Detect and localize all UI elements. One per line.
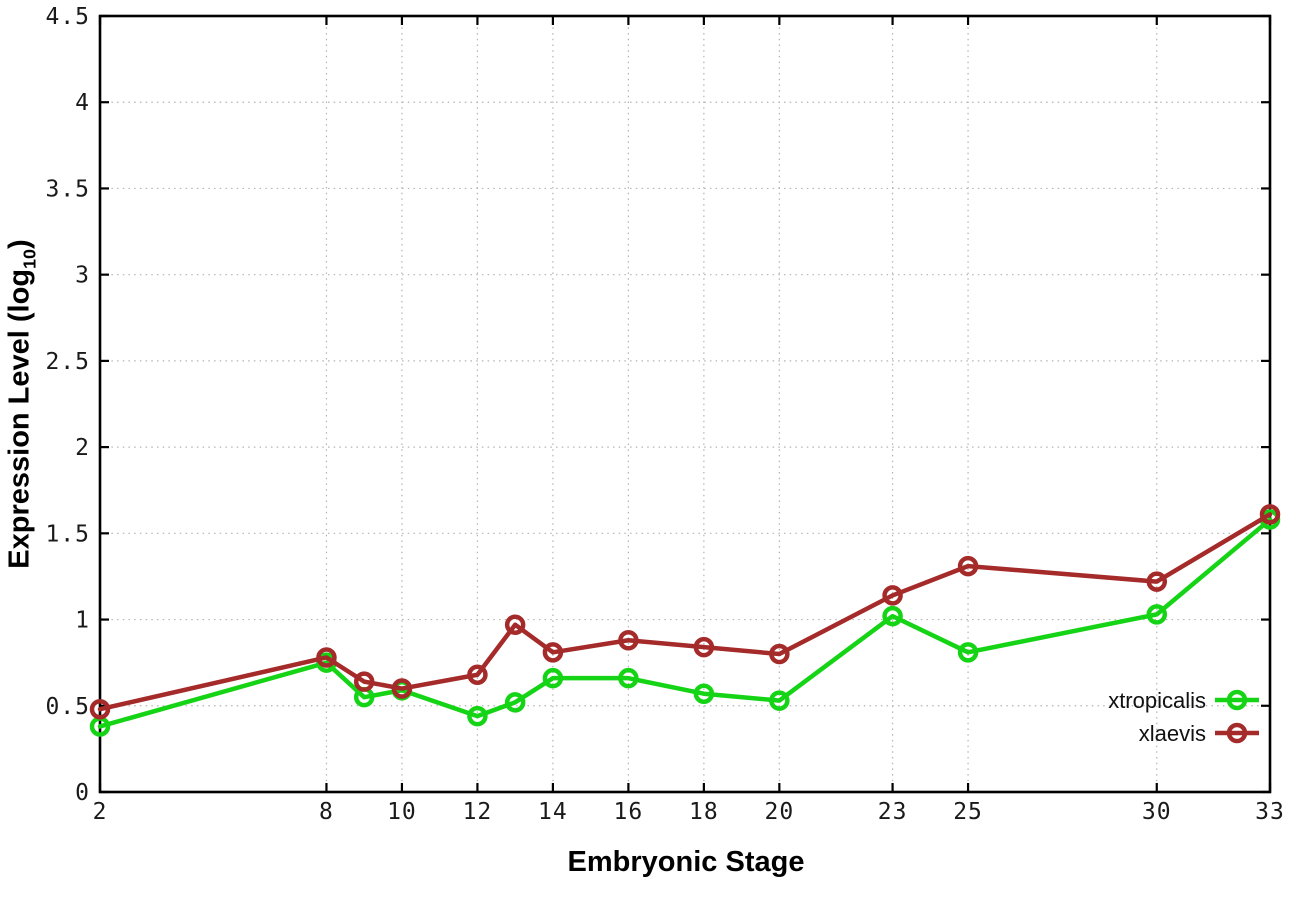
legend-sample-marker-xlaevis (1226, 722, 1248, 744)
series-xlaevis-point-14 (542, 642, 564, 663)
x-tick-label-23: 23 (878, 799, 908, 825)
series-xlaevis-point-13 (504, 614, 526, 635)
x-tick-label-8: 8 (319, 799, 334, 825)
x-tick-label-14: 14 (538, 799, 568, 825)
y-tick-label-0: 0 (75, 780, 90, 806)
x-tick-label-10: 10 (387, 799, 417, 825)
legend-label-xtropicalis: xtropicalis (1108, 688, 1206, 713)
y-tick-label-4.5: 4.5 (45, 4, 90, 30)
x-tick-label-20: 20 (765, 799, 795, 825)
y-tick-label-3.5: 3.5 (45, 176, 90, 202)
series-xlaevis-point-8 (316, 647, 337, 668)
y-axis-title-text: Expression Level (log (3, 268, 36, 569)
x-tick-label-25: 25 (953, 799, 983, 825)
y-tick-label-2.5: 2.5 (45, 349, 90, 375)
x-tick-label-2: 2 (93, 799, 108, 825)
x-tick-label-12: 12 (463, 799, 493, 825)
series-xlaevis-point-33 (1259, 504, 1281, 525)
series-xtropicalis-line (97, 517, 1273, 729)
y-tick-label-2: 2 (75, 435, 90, 461)
series-xlaevis-point-16 (618, 629, 639, 651)
y-axis-title: Expression Level (log10) (4, 239, 41, 568)
x-tick-label-18: 18 (689, 799, 719, 825)
series-xtropicalis-point-18 (693, 683, 715, 704)
series-xlaevis-point-18 (693, 636, 715, 658)
y-tick-label-1.5: 1.5 (45, 521, 90, 547)
series-xtropicalis-point-30 (1146, 604, 1168, 625)
series-xlaevis-point-30 (1146, 571, 1168, 592)
series-xtropicalis-point-14 (542, 667, 564, 689)
series-xtropicalis-point-20 (769, 690, 790, 711)
plot-border (98, 14, 1272, 794)
series-xtropicalis-point-16 (618, 667, 639, 689)
series-xlaevis-point-10 (391, 678, 413, 699)
series-xlaevis-point-9 (353, 671, 375, 692)
series-xlaevis-line (97, 512, 1273, 712)
series-xtropicalis-point-25 (957, 642, 979, 663)
series-xtropicalis-point-23 (882, 605, 903, 627)
legend-sample-marker-xtropicalis (1226, 689, 1248, 711)
y-tick-label-3: 3 (75, 263, 90, 289)
y-tick-label-4: 4 (75, 90, 90, 116)
x-tick-label-33: 33 (1255, 799, 1285, 825)
series-xlaevis-point-2 (89, 698, 111, 720)
series-xlaevis-point-23 (882, 585, 903, 606)
x-axis-title: Embryonic Stage (567, 846, 805, 878)
y-axis-title-suffix: ) (3, 239, 36, 249)
x-tick-label-16: 16 (614, 799, 644, 825)
series-xtropicalis-point-13 (504, 692, 526, 713)
series-xlaevis-point-25 (957, 555, 979, 577)
x-tick-label-30: 30 (1142, 799, 1172, 825)
series-xlaevis-point-20 (769, 643, 790, 665)
legend-label-xlaevis: xlaevis (1139, 721, 1206, 746)
series-xlaevis-point-12 (467, 664, 488, 685)
y-tick-label-1: 1 (75, 608, 90, 634)
series-xtropicalis-point-12 (467, 705, 488, 727)
y-tick-label-0.5: 0.5 (45, 694, 90, 720)
y-axis-title-subscript: 10 (19, 248, 40, 269)
